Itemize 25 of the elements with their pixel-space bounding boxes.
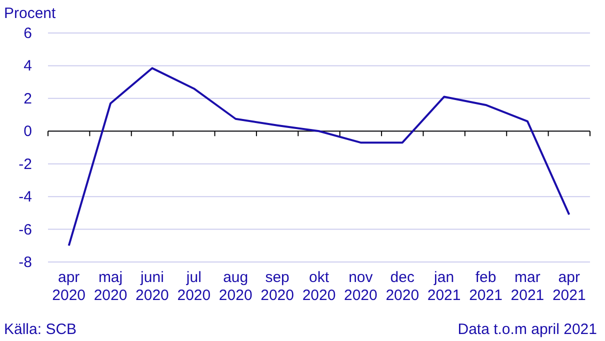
x-tick-label: apr 2021 [552, 269, 586, 304]
x-tick-label: aug 2020 [218, 269, 252, 304]
y-tick-label: 2 [24, 90, 32, 108]
x-tick-label: dec 2020 [386, 269, 420, 304]
text: Data t.o.m april 2021 [458, 321, 597, 338]
y-tick-label: 0 [24, 123, 32, 140]
x-tick-label: jul 2020 [177, 269, 211, 304]
x-tick-label: sep 2020 [260, 269, 294, 304]
x-tick-label: jan 2021 [427, 269, 461, 304]
x-tick-label: mar 2021 [510, 269, 544, 304]
y-tick-label: 4 [24, 58, 32, 75]
y-tick-label: -8 [18, 254, 32, 271]
x-tick-label: feb 2021 [469, 269, 502, 304]
y-axis-title: Procent [4, 5, 57, 22]
x-tick-label: nov 2020 [344, 269, 378, 304]
y-tick-label: -4 [18, 188, 32, 206]
x-tick-label: maj 2020 [94, 269, 128, 304]
y-tick-label: -6 [18, 221, 32, 238]
text: Källa: SCB [4, 321, 77, 338]
x-tick-label: okt 2020 [302, 269, 336, 304]
line-series [68, 67, 570, 247]
y-tick-label: 6 [24, 25, 32, 42]
y-tick-label: -2 [18, 156, 32, 173]
x-tick-label: juni 2020 [136, 269, 169, 304]
x-tick-label: apr 2020 [52, 269, 86, 304]
